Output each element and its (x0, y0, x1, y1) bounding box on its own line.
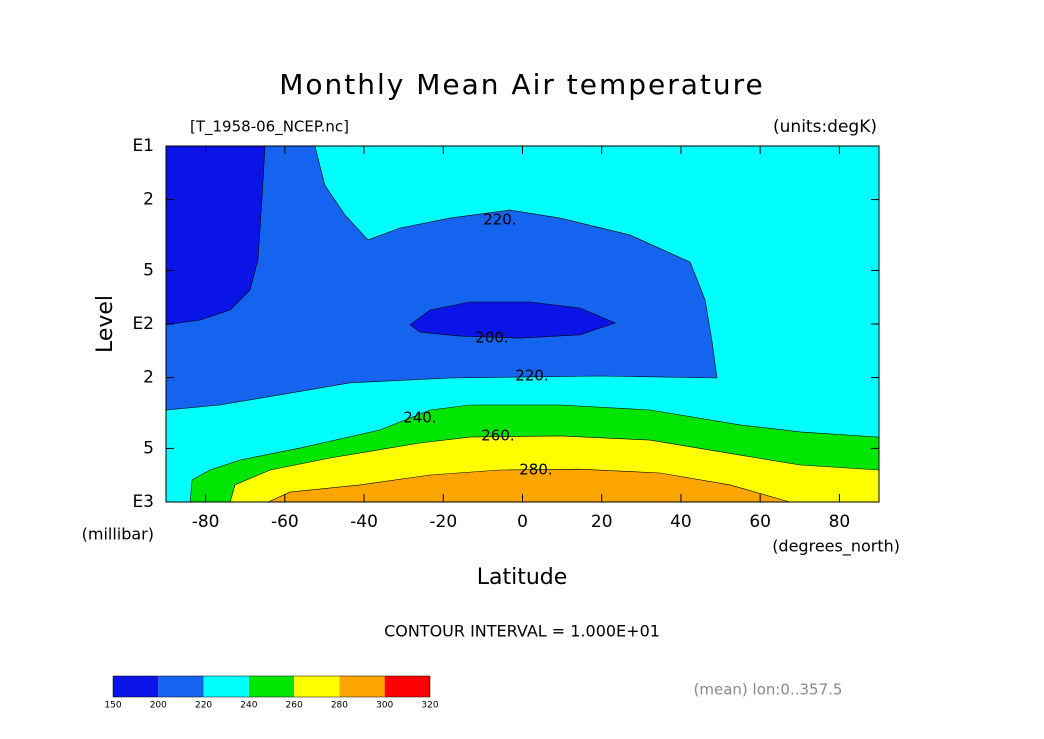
contour-label: 200. (475, 329, 508, 347)
y-unit: (millibar) (82, 525, 154, 544)
x-tick-label: 60 (749, 512, 771, 532)
contour-label: 260. (481, 426, 514, 444)
x-unit: (degrees_north) (772, 537, 900, 557)
y-tick-label: E1 (132, 136, 154, 156)
colorbar-label: 280 (331, 701, 348, 711)
subtitle-right: (units:degK) (773, 117, 877, 137)
y-tick-label: 2 (143, 368, 154, 388)
chart-title: Monthly Mean Air temperature (279, 68, 765, 101)
subtitle-left: [T_1958-06_NCEP.nc] (190, 118, 349, 137)
colorbar-swatch (294, 676, 340, 697)
colorbar-label: 320 (421, 701, 438, 711)
colorbar-swatch (248, 676, 295, 697)
colorbar-swatch (158, 676, 204, 697)
x-tick-label: 80 (829, 512, 851, 532)
x-tick-label: -20 (429, 512, 457, 532)
footnote: (mean) lon:0..357.5 (694, 681, 843, 699)
x-tick-label: -60 (271, 512, 299, 532)
contour-region (409, 301, 617, 339)
contour-region (165, 145, 718, 411)
contour-label: 220. (515, 367, 548, 385)
contour-label: 280. (519, 460, 552, 478)
colorbar-frame (112, 675, 431, 698)
x-tick-label: -40 (350, 512, 378, 532)
colorbar-swatch (203, 676, 249, 697)
x-tick-label: 40 (670, 512, 692, 532)
y-tick-label: 5 (143, 438, 154, 458)
colorbar-swatch (384, 676, 430, 697)
colorbar-label: 300 (376, 701, 393, 711)
y-tick-label: E2 (132, 314, 154, 334)
contour-label: 220. (483, 210, 516, 228)
contour-label: 240. (403, 409, 436, 427)
colorbar-label: 200 (150, 701, 167, 711)
y-tick-label: E3 (132, 492, 154, 512)
colorbar-label: 150 (104, 701, 121, 711)
contour-region (165, 145, 266, 326)
colorbar-label: 240 (240, 701, 257, 711)
colorbar-swatch (339, 676, 385, 697)
colorbar-label: 260 (286, 701, 303, 711)
colorbar-swatch (113, 676, 159, 697)
colorbar-label: 220 (195, 701, 212, 711)
x-tick-label: -80 (192, 512, 220, 532)
x-axis-title: Latitude (477, 565, 568, 590)
y-tick-label: 5 (143, 260, 154, 280)
y-tick-label: 2 (143, 190, 154, 210)
x-tick-label: 0 (517, 512, 528, 532)
y-axis-title: Level (93, 295, 118, 353)
contour-region (268, 468, 790, 503)
contour-interval: CONTOUR INTERVAL = 1.000E+01 (384, 622, 660, 641)
x-tick-label: 20 (591, 512, 613, 532)
